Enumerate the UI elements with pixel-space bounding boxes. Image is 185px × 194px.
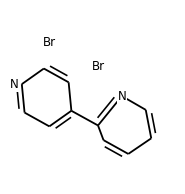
Text: N: N: [117, 90, 126, 103]
Text: N: N: [10, 78, 19, 91]
Text: Br: Br: [43, 36, 56, 49]
Text: Br: Br: [91, 60, 105, 73]
